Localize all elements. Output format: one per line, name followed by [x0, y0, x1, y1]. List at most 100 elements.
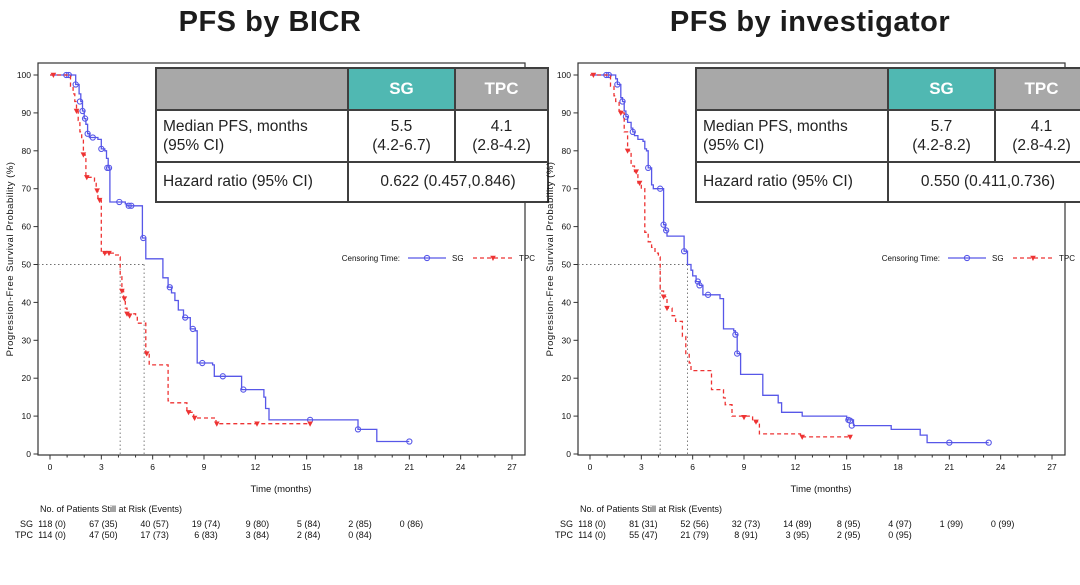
risk-value: 2 (84)	[297, 530, 321, 540]
risk-value: 81 (31)	[629, 519, 658, 529]
censor-circle-icon	[694, 278, 701, 285]
censor-circle-icon	[662, 227, 670, 234]
legend-sg-label: SG	[992, 254, 1004, 263]
legend-tpc-label: TPC	[1059, 254, 1075, 263]
censor-circle-icon	[680, 248, 688, 255]
x-tick-label: 0	[588, 462, 593, 472]
risk-value: 0 (86)	[400, 519, 424, 529]
stats-header-sg: SG	[887, 67, 996, 111]
stats-table-bicr: SG TPC Median PFS, months (95% CI) 5.5 (…	[155, 67, 549, 203]
censor-circle-icon	[603, 71, 610, 79]
censor-triangle-icon	[307, 421, 313, 427]
censor-circle-icon	[189, 325, 197, 333]
legend-label: Censoring Time:	[342, 254, 400, 263]
stats-header-sg: SG	[347, 67, 456, 111]
risk-value: 14 (89)	[783, 519, 812, 529]
x-tick-label: 3	[639, 462, 644, 472]
sg-survival-curve	[50, 74, 410, 443]
censor-triangle-icon	[847, 434, 853, 440]
censor-triangle-icon	[636, 180, 643, 186]
reference-lines	[38, 264, 145, 455]
censoring-legend: Censoring Time: SG TPC	[342, 254, 535, 263]
risk-value: 9 (80)	[246, 519, 270, 529]
sg-censor-marks	[603, 71, 992, 446]
risk-table: No. of Patients Still at Risk (Events) SG…	[15, 504, 423, 540]
censor-triangle-icon	[214, 421, 220, 427]
censoring-legend: Censoring Time: SG TPC	[882, 254, 1075, 263]
plot-frame	[577, 62, 1066, 456]
x-tick-label: 18	[893, 462, 903, 472]
risk-value: 52 (56)	[680, 519, 709, 529]
censor-triangle-icon	[590, 72, 597, 78]
risk-value: 8 (95)	[837, 519, 861, 529]
km-plot-investigator: 0 10 20 30 40 50 60 70 80 90 100 0 3 6 9 12 15 18 21 24 27 Ti…	[545, 62, 1075, 540]
hazard-ratio-label: Hazard ratio (95% CI)	[155, 161, 349, 203]
censor-triangle-icon	[143, 351, 150, 357]
risk-table-title: No. of Patients Still at Risk (Events)	[580, 504, 722, 514]
censor-circle-icon	[105, 164, 113, 172]
censor-circle-icon	[76, 98, 84, 105]
censor-triangle-icon	[121, 296, 128, 302]
x-tick-label: 12	[251, 462, 261, 472]
sg-survival-curve	[590, 74, 989, 444]
chart-title-bicr: PFS by BICR	[178, 6, 362, 38]
y-tick-label: 60	[562, 222, 572, 232]
risk-value: 55 (47)	[629, 530, 658, 540]
median-pfs-label-line2: (95% CI)	[703, 137, 765, 154]
censor-triangle-icon	[664, 305, 670, 312]
stats-table-investigator: SG TPC Median PFS, months (95% CI) 5.7 (…	[695, 67, 1080, 203]
y-tick-label: 80	[22, 146, 32, 156]
censor-triangle-icon	[624, 148, 631, 154]
censor-triangle-icon	[185, 410, 192, 416]
tpc-survival-curve	[50, 74, 311, 425]
risk-value: 17 (73)	[140, 530, 169, 540]
y-tick-label: 20	[562, 373, 572, 383]
censor-circle-icon	[354, 426, 362, 433]
censor-triangle-icon	[126, 313, 133, 319]
legend-tpc-label: TPC	[519, 254, 535, 263]
censor-triangle-icon	[660, 294, 667, 300]
risk-value: 114 (0)	[38, 530, 66, 540]
pfs-bicr-panel: PFS by BICR 0 10 20 30 40 50 60 70 80 90 100 0 3 6 9 12…	[0, 0, 549, 579]
censor-triangle-icon	[73, 108, 80, 114]
y-axis: 0 10 20 30 40 50 60 70 80 90 100	[17, 70, 38, 459]
censor-triangle-icon	[124, 311, 130, 317]
censor-triangle-icon	[96, 197, 103, 204]
sg-censor-marks	[63, 71, 413, 445]
censor-circle-icon	[848, 422, 855, 429]
median-pfs-tpc-ci: (2.8-4.2)	[1012, 137, 1071, 154]
x-axis-title: Time (months)	[791, 484, 852, 495]
x-tick-label: 9	[742, 462, 747, 472]
censor-triangle-icon	[618, 110, 624, 116]
km-plot-bicr: 0 10 20 30 40 50 60 70 80 90 100 0 3 6 9 12 15 18 21 24 27 Ti…	[5, 62, 535, 540]
risk-value: 40 (57)	[140, 519, 169, 529]
x-tick-label: 27	[1047, 462, 1057, 472]
median-pfs-label-line1: Median PFS, months	[703, 117, 848, 135]
censor-circle-icon	[128, 202, 135, 209]
median-pfs-sg: 5.7 (4.2-8.2)	[887, 109, 996, 163]
risk-value: 1 (99)	[940, 519, 964, 529]
tpc-censor-marks	[50, 72, 313, 427]
risk-value: 4 (97)	[888, 519, 912, 529]
y-tick-label: 10	[562, 411, 572, 421]
risk-value: 0 (84)	[348, 530, 372, 540]
median-pfs-label: Median PFS, months (95% CI)	[155, 109, 349, 163]
censor-circle-icon	[619, 98, 626, 105]
censor-triangle-icon	[106, 250, 112, 257]
risk-value: 3 (95)	[786, 530, 810, 540]
risk-table: No. of Patients Still at Risk (Events) SG…	[555, 504, 1014, 540]
risk-value: 2 (85)	[348, 519, 372, 529]
risk-value: 118 (0)	[578, 519, 606, 529]
censor-circle-icon	[81, 115, 89, 122]
risk-value: 0 (99)	[991, 519, 1015, 529]
risk-table-title: No. of Patients Still at Risk (Events)	[40, 504, 182, 514]
x-tick-label: 21	[405, 462, 415, 472]
censor-circle-icon	[79, 107, 86, 115]
censor-circle-icon	[63, 71, 70, 79]
tpc-survival-curve	[590, 74, 852, 438]
hazard-ratio-value: 0.550 (0.411,0.736)	[887, 161, 1080, 203]
censor-triangle-icon	[633, 169, 639, 175]
median-pfs-tpc: 4.1 (2.8-4.2)	[994, 109, 1080, 163]
y-tick-label: 80	[562, 146, 572, 156]
y-tick-label: 60	[22, 222, 32, 232]
